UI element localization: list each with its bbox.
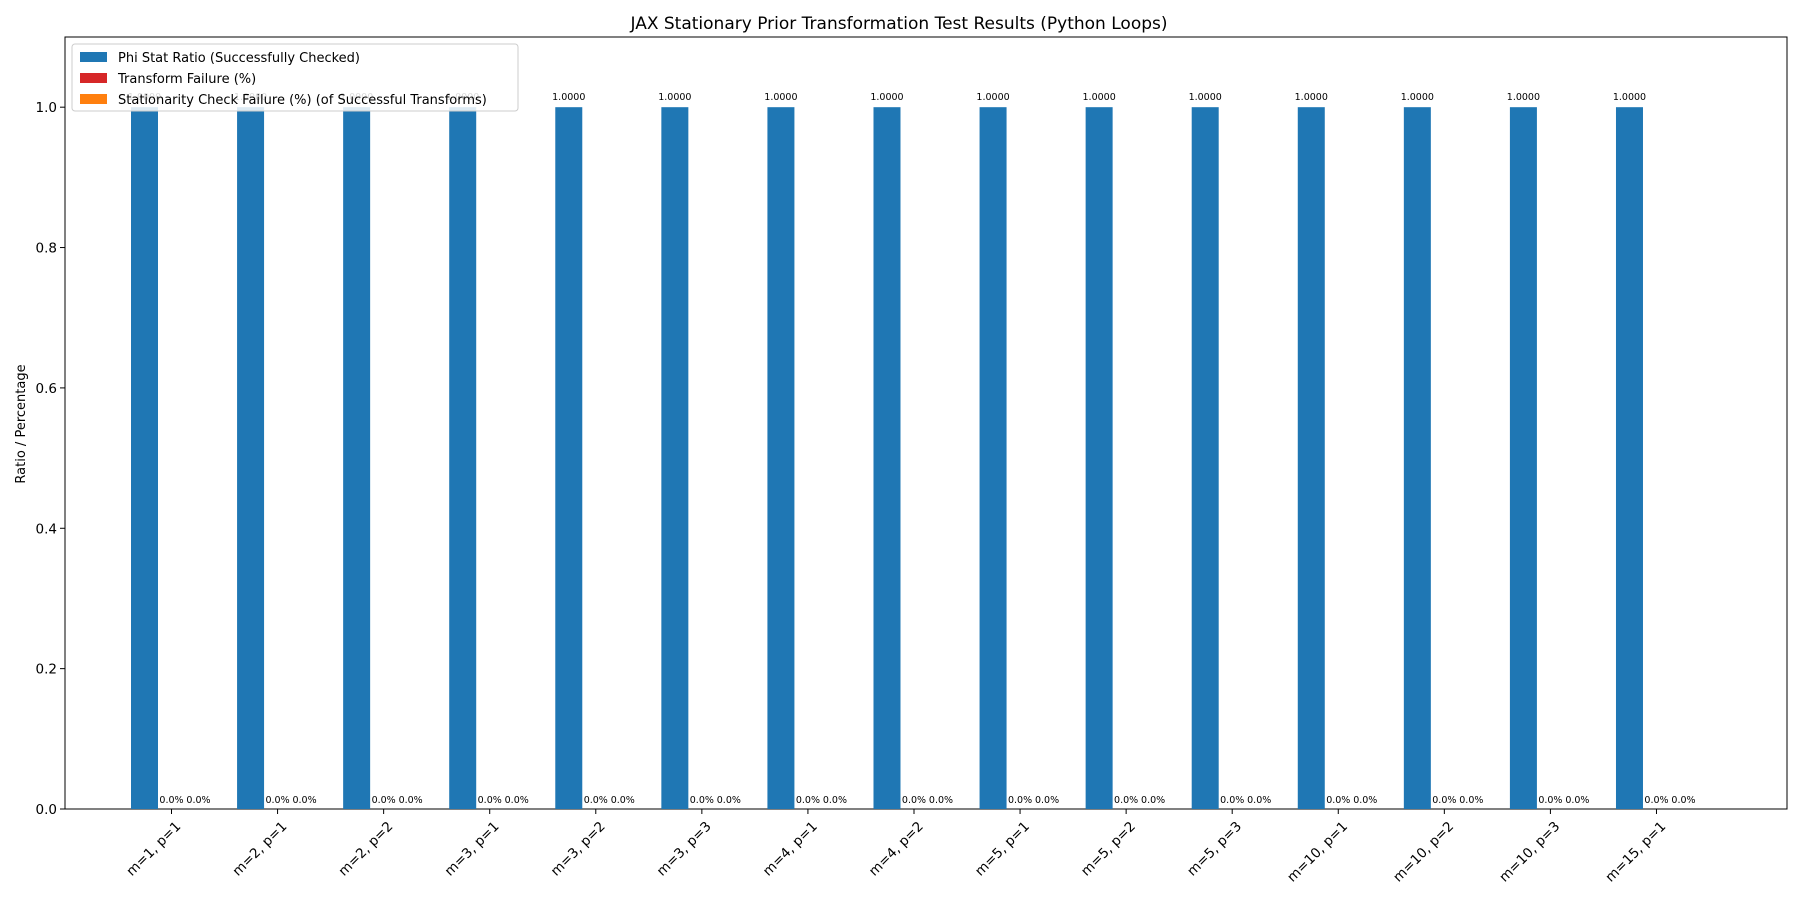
- legend-swatch: [80, 94, 107, 104]
- data-label: 0.0%: [1353, 795, 1377, 806]
- data-label: 0.0%: [1432, 795, 1456, 806]
- bar-phi-stat-ratio: [343, 107, 371, 809]
- bar-phi-stat-ratio: [661, 107, 689, 809]
- x-tick-label: m=5, p=1: [972, 819, 1033, 880]
- y-tick-label: 0.4: [36, 521, 57, 537]
- data-label: 0.0%: [1644, 795, 1668, 806]
- data-label: 0.0%: [399, 795, 423, 806]
- data-label: 0.0%: [717, 795, 741, 806]
- data-label: 1.0000: [1295, 92, 1328, 103]
- data-label: 0.0%: [1141, 795, 1165, 806]
- y-tick-label: 0.2: [36, 662, 57, 678]
- x-tick-label: m=3, p=2: [548, 819, 609, 880]
- legend-swatch: [80, 52, 107, 62]
- data-label: 0.0%: [1114, 795, 1138, 806]
- data-label: 0.0%: [611, 795, 635, 806]
- data-label: 0.0%: [1326, 795, 1350, 806]
- data-label: 1.0000: [658, 92, 691, 103]
- bar-phi-stat-ratio: [449, 107, 477, 809]
- y-tick-label: 0.0: [36, 802, 57, 818]
- data-label: 1.0000: [764, 92, 797, 103]
- legend-box: [71, 43, 519, 112]
- x-tick-label: m=5, p=2: [1078, 819, 1139, 880]
- data-label: 0.0%: [902, 795, 926, 806]
- data-label: 1.0000: [1507, 92, 1540, 103]
- x-tick-label: m=4, p=1: [760, 819, 821, 880]
- bar-phi-stat-ratio: [1615, 107, 1643, 809]
- legend-label: Phi Stat Ratio (Successfully Checked): [118, 51, 360, 66]
- plot-frame: [64, 36, 1788, 810]
- data-label: 1.0000: [1189, 92, 1222, 103]
- bar-phi-stat-ratio: [131, 107, 158, 809]
- bar-phi-stat-ratio: [979, 107, 1007, 809]
- data-label: 0.0%: [292, 795, 316, 806]
- data-label: 0.0%: [796, 795, 820, 806]
- bar-phi-stat-ratio: [1191, 107, 1219, 809]
- data-label: 0.0%: [929, 795, 953, 806]
- y-tick-label: 1.0: [36, 100, 57, 116]
- legend-label: Stationarity Check Failure (%) (of Succe…: [118, 93, 487, 108]
- x-tick-label: m=2, p=1: [230, 819, 291, 880]
- data-label: 0.0%: [1008, 795, 1032, 806]
- y-tick-label: 0.8: [36, 241, 57, 257]
- bar-phi-stat-ratio: [873, 107, 901, 809]
- legend-label: Transform Failure (%): [117, 72, 256, 87]
- data-label: 0.0%: [505, 795, 529, 806]
- bar-phi-stat-ratio: [767, 107, 795, 809]
- x-tick-label: m=4, p=2: [866, 819, 927, 880]
- bar-phi-stat-ratio: [1085, 107, 1113, 809]
- bar-phi-stat-ratio: [1403, 107, 1431, 809]
- data-label: 1.0000: [552, 92, 585, 103]
- data-label: 0.0%: [1538, 795, 1562, 806]
- data-label: 1.0000: [1613, 92, 1646, 103]
- bar-phi-stat-ratio: [237, 107, 265, 809]
- data-label: 1.0000: [870, 92, 903, 103]
- data-label: 0.0%: [372, 795, 396, 806]
- x-tick-label: m=2, p=2: [336, 819, 397, 880]
- x-tick-label: m=10, p=2: [1390, 819, 1457, 886]
- data-label: 0.0%: [584, 795, 608, 806]
- x-tick-label: m=3, p=1: [442, 819, 503, 880]
- data-label: 0.0%: [1671, 795, 1695, 806]
- data-label: 0.0%: [265, 795, 289, 806]
- data-label: 1.0000: [1401, 92, 1434, 103]
- x-tick-label: m=1, p=1: [123, 819, 184, 880]
- x-tick-label: m=5, p=3: [1184, 819, 1245, 880]
- data-label: 0.0%: [1565, 795, 1589, 806]
- data-label: 0.0%: [823, 795, 847, 806]
- data-label: 1.0000: [1083, 92, 1116, 103]
- data-label: 0.0%: [1220, 795, 1244, 806]
- data-label: 0.0%: [1247, 795, 1271, 806]
- data-label: 0.0%: [690, 795, 714, 806]
- y-tick-label: 0.6: [36, 381, 57, 397]
- legend: Phi Stat Ratio (Successfully Checked) Tra…: [71, 43, 519, 112]
- data-label: 0.0%: [1035, 795, 1059, 806]
- y-axis-label: Ratio / Percentage: [14, 364, 29, 483]
- x-tick-label: m=3, p=3: [654, 819, 715, 880]
- bar-phi-stat-ratio: [555, 107, 583, 809]
- data-label: 0.0%: [159, 795, 183, 806]
- x-tick-label: m=10, p=1: [1284, 819, 1351, 886]
- legend-swatch: [80, 73, 107, 83]
- data-label: 0.0%: [186, 795, 210, 806]
- data-label: 1.0000: [976, 92, 1009, 103]
- x-tick-label: m=15, p=1: [1602, 819, 1669, 886]
- data-label: 0.0%: [478, 795, 502, 806]
- plot-area: 0.00.20.40.60.81.0m=1, p=11.00000.0%0.0%…: [36, 36, 1788, 886]
- x-tick-label: m=10, p=3: [1496, 819, 1563, 886]
- data-label: 0.0%: [1459, 795, 1483, 806]
- bar-phi-stat-ratio: [1509, 107, 1537, 809]
- chart-title: JAX Stationary Prior Transformation Test…: [630, 14, 1168, 34]
- bar-phi-stat-ratio: [1297, 107, 1325, 809]
